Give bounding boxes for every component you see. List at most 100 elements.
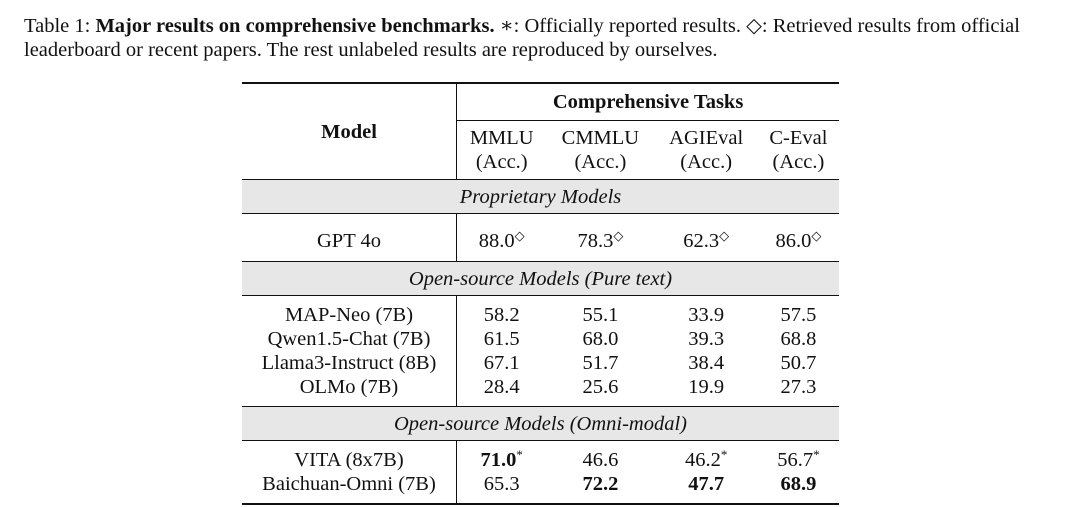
model-header: Model (321, 120, 377, 143)
score-cell: 51.7 (546, 351, 654, 375)
column-name: AGIEval (669, 127, 744, 149)
section-title: Open-source Models (Pure text) (242, 261, 839, 296)
column-separator (456, 295, 458, 327)
score-cell: 50.7 (758, 351, 839, 375)
score-value: 56.7 (777, 449, 814, 471)
score-cell: 61.5 (457, 327, 546, 351)
model-name: VITA (8x7B) (294, 449, 404, 471)
retrieved-result-mark: ◇ (514, 228, 525, 243)
caption-text: ∗: Officially reported results. ◇: Retri… (24, 15, 1020, 61)
score-cell: 25.6 (546, 375, 654, 407)
score-value: 68.9 (780, 473, 817, 495)
column-separator (456, 351, 458, 375)
score-value: 47.7 (688, 473, 725, 495)
table-caption: Table 1: Major results on comprehensive … (24, 14, 1064, 62)
column-header-ceval: C-Eval (Acc.) (758, 121, 839, 180)
score-value: 88.0 (478, 230, 515, 252)
score-value: 68.8 (780, 328, 817, 350)
model-name: Llama3-Instruct (8B) (261, 352, 437, 374)
model-name: OLMo (7B) (299, 376, 399, 398)
results-table-container: Model Comprehensive Tasks MMLU (Acc.) CM… (242, 82, 839, 505)
score-value: 25.6 (582, 376, 619, 398)
score-value: 55.1 (582, 304, 619, 326)
score-value: 71.0 (480, 449, 517, 471)
table-row: MAP-Neo (7B) 58.2 55.1 33.9 57.5 (242, 295, 839, 328)
score-value: 46.6 (582, 449, 619, 471)
score-value: 62.3 (683, 230, 720, 252)
model-name: MAP-Neo (7B) (284, 304, 414, 326)
model-name: Qwen1.5-Chat (7B) (267, 328, 431, 350)
score-cell: 56.7* (758, 441, 839, 473)
score-value: 38.4 (688, 352, 725, 374)
retrieved-result-mark: ◇ (613, 228, 624, 243)
score-cell: 28.4 (457, 375, 546, 407)
official-result-mark: * (813, 447, 820, 462)
score-cell: 55.1 (546, 296, 654, 328)
retrieved-result-mark: ◇ (811, 228, 822, 243)
score-value: 58.2 (483, 304, 520, 326)
column-metric: (Acc.) (772, 151, 825, 173)
retrieved-result-mark: ◇ (719, 228, 730, 243)
score-cell: 33.9 (654, 296, 757, 328)
score-value: 50.7 (780, 352, 817, 374)
header-separator (456, 83, 458, 121)
section-row: Open-source Models (Omni-modal) (242, 406, 839, 441)
score-cell: 19.9 (654, 375, 757, 407)
column-header-cmmlu: CMMLU (Acc.) (546, 121, 654, 180)
column-metric: (Acc.) (574, 151, 627, 173)
caption-label: Table 1: (24, 15, 91, 37)
column-name: MMLU (469, 127, 534, 149)
score-value: 19.9 (688, 376, 725, 398)
score-value: 61.5 (483, 328, 520, 350)
score-cell: 72.2 (546, 472, 654, 504)
score-value: 67.1 (483, 352, 520, 374)
score-cell: 46.2* (654, 441, 757, 473)
score-cell: 68.8 (758, 327, 839, 351)
score-cell: 27.3 (758, 375, 839, 407)
table-row: OLMo (7B) 28.4 25.6 19.9 27.3 (242, 375, 839, 407)
results-table: Model Comprehensive Tasks MMLU (Acc.) CM… (242, 82, 839, 505)
group-header: Comprehensive Tasks (457, 83, 839, 121)
section-title: Open-source Models (Omni-modal) (242, 406, 839, 441)
column-separator (456, 440, 458, 472)
score-value: 46.2 (684, 449, 721, 471)
column-name: C-Eval (769, 127, 828, 149)
column-header-mmlu: MMLU (Acc.) (457, 121, 546, 180)
score-value: 78.3 (577, 230, 614, 252)
score-cell: 78.3◇ (546, 214, 654, 262)
column-separator (456, 213, 458, 262)
score-value: 86.0 (775, 230, 812, 252)
model-name: GPT 4o (317, 230, 381, 252)
score-value: 27.3 (780, 376, 817, 398)
column-separator (456, 327, 458, 351)
score-cell: 88.0◇ (457, 214, 546, 262)
score-value: 65.3 (483, 473, 520, 495)
score-cell: 62.3◇ (654, 214, 757, 262)
table-row: Baichuan-Omni (7B) 65.3 72.2 47.7 68.9 (242, 472, 839, 504)
score-cell: 68.0 (546, 327, 654, 351)
column-name: CMMLU (561, 127, 640, 149)
score-cell: 47.7 (654, 472, 757, 504)
score-cell: 65.3 (457, 472, 546, 504)
score-cell: 58.2 (457, 296, 546, 328)
column-metric: (Acc.) (475, 151, 528, 173)
table-row: Qwen1.5-Chat (7B) 61.5 68.0 39.3 68.8 (242, 327, 839, 351)
table-row: GPT 4o 88.0◇ 78.3◇ 62.3◇ 86.0◇ (242, 213, 839, 262)
official-result-mark: * (516, 447, 523, 462)
score-cell: 57.5 (758, 296, 839, 328)
score-value: 51.7 (582, 352, 619, 374)
column-separator (456, 375, 458, 407)
section-row: Open-source Models (Pure text) (242, 261, 839, 296)
score-cell: 71.0* (457, 441, 546, 473)
score-value: 72.2 (582, 473, 619, 495)
model-name: Baichuan-Omni (7B) (262, 473, 436, 495)
section-title: Proprietary Models (242, 179, 839, 214)
column-metric: (Acc.) (680, 151, 733, 173)
score-value: 39.3 (688, 328, 725, 350)
score-value: 28.4 (483, 376, 520, 398)
score-cell: 39.3 (654, 327, 757, 351)
table-row: VITA (8x7B) 71.0* 46.6 46.2* 56.7* (242, 440, 839, 473)
section-row: Proprietary Models (242, 179, 839, 214)
score-cell: 68.9 (758, 472, 839, 504)
column-separator (456, 472, 458, 504)
